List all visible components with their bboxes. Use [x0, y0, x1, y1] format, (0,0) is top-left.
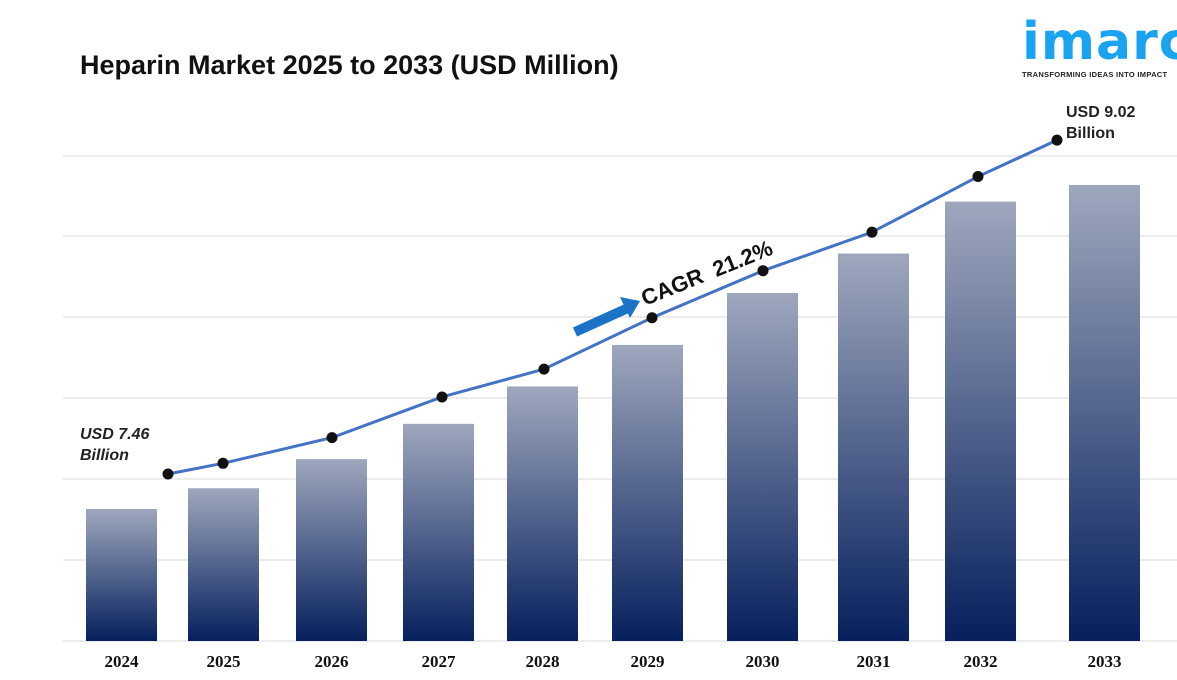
start-unit: Billion	[80, 447, 129, 464]
start-value-annotation: USD 7.46 Billion	[80, 424, 149, 466]
bar-2027	[403, 423, 474, 641]
x-tick-label: 2026	[315, 652, 349, 671]
chart-title: Heparin Market 2025 to 2033 (USD Million…	[80, 50, 619, 80]
bar-2032	[945, 201, 1016, 641]
bar-2028	[507, 386, 578, 641]
trend-point	[646, 312, 658, 324]
bar-2031	[838, 253, 909, 642]
x-tick-label: 2025	[207, 652, 241, 671]
start-value: USD 7.46	[80, 426, 150, 443]
x-tick-label: 2032	[964, 652, 998, 671]
logo-tagline: TRANSFORMING IDEAS INTO IMPACT	[1022, 70, 1168, 79]
x-tick-label: 2030	[746, 652, 780, 671]
end-unit: Billion	[1066, 125, 1115, 142]
x-tick-label: 2029	[631, 652, 665, 671]
trend-point	[972, 171, 984, 183]
end-value-annotation: USD 9.02 Billion	[1066, 102, 1135, 144]
x-tick-label: 2027	[422, 652, 457, 671]
bar-2029	[612, 344, 683, 641]
trend-point	[538, 363, 550, 375]
trend-point	[217, 457, 229, 469]
trend-line	[167, 138, 1058, 476]
trend-point	[866, 226, 878, 238]
imarc-logo: imarc TRANSFORMING IDEAS INTO IMPACT	[1022, 12, 1177, 79]
trend-point	[757, 265, 769, 277]
end-value: USD 9.02	[1066, 104, 1136, 121]
trend-point	[162, 468, 174, 480]
logo-wordmark: imarc	[1022, 12, 1177, 72]
bar-2026	[296, 459, 367, 641]
bar-2025	[188, 488, 259, 641]
bar-2030	[727, 292, 798, 641]
trend-point	[326, 432, 338, 444]
trend-point	[436, 391, 448, 403]
cagr-arrow	[572, 297, 640, 337]
x-tick-label: 2024	[105, 652, 140, 671]
x-tick-label: 2028	[526, 652, 560, 671]
trend-point	[1051, 134, 1063, 146]
x-tick-label: 2031	[857, 652, 891, 671]
x-tick-label: 2033	[1088, 652, 1122, 671]
bar-2033	[1069, 184, 1140, 641]
bar-2024	[86, 509, 157, 641]
